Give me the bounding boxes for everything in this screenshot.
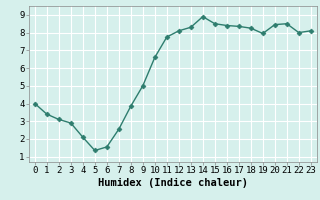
X-axis label: Humidex (Indice chaleur): Humidex (Indice chaleur) [98,178,248,188]
